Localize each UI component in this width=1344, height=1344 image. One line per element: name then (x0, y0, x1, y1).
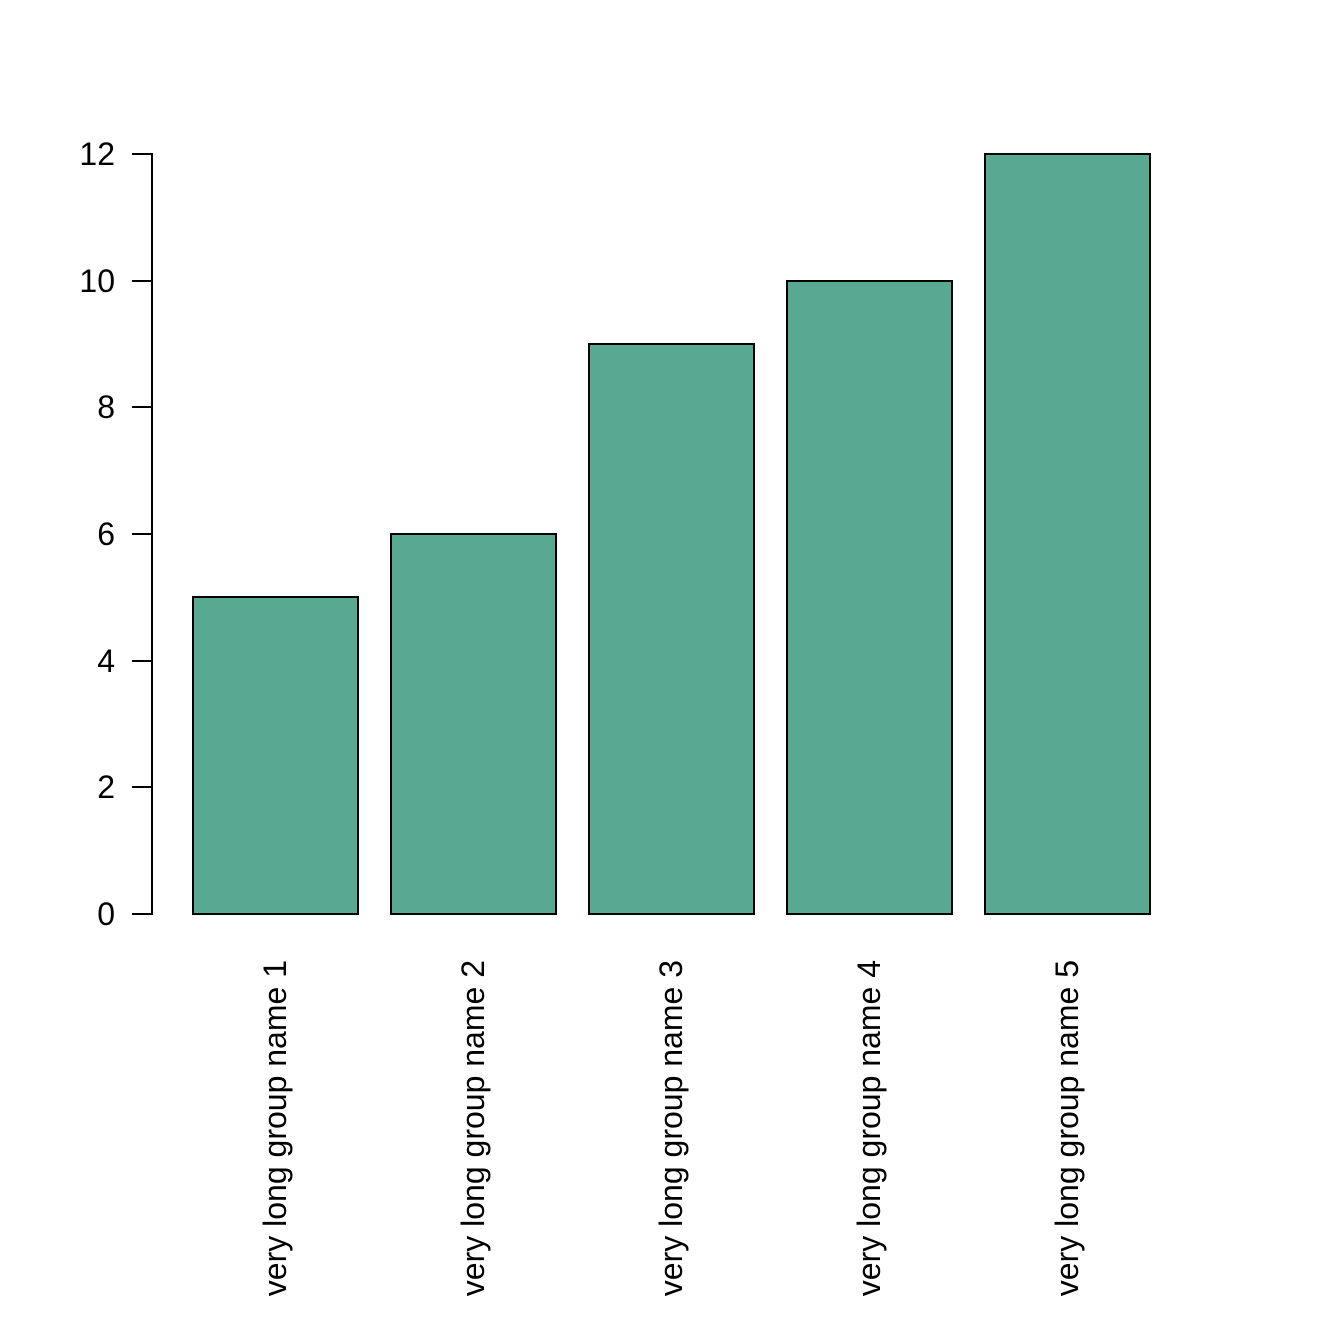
x-category-label: very long group name 1 (257, 960, 294, 1297)
y-tick-label: 4 (97, 642, 115, 679)
y-axis-tick (132, 406, 151, 409)
y-tick-label: 0 (97, 896, 115, 932)
bar-4 (786, 279, 953, 915)
y-axis-tick (132, 533, 151, 535)
bar-1 (192, 596, 359, 915)
y-tick-label: 6 (97, 516, 115, 552)
y-tick-label: 8 (97, 389, 115, 426)
y-axis-tick (132, 913, 151, 915)
y-axis-tick (132, 153, 151, 155)
bar-3 (588, 343, 755, 915)
y-axis-tick (132, 279, 151, 282)
y-tick-label: 12 (79, 136, 115, 172)
y-axis-line (151, 153, 153, 915)
y-tick-label: 10 (79, 262, 115, 299)
x-category-label: very long group name 3 (653, 960, 690, 1297)
bar-5 (984, 153, 1151, 915)
x-category-label: very long group name 2 (455, 960, 492, 1297)
bar-2 (390, 533, 557, 915)
y-axis-tick (132, 786, 151, 789)
x-category-label: very long group name 5 (1049, 960, 1086, 1297)
x-category-label: very long group name 4 (851, 960, 888, 1297)
y-tick-label: 2 (97, 769, 115, 806)
y-axis-tick (132, 659, 151, 662)
